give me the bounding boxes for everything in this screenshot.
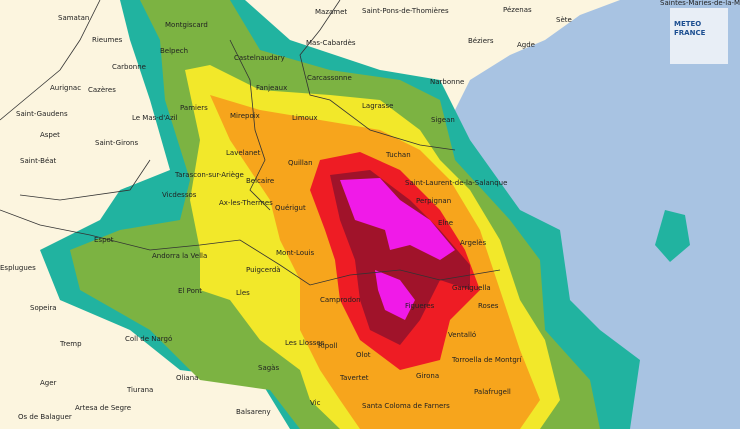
place-label: Pamiers bbox=[180, 104, 208, 112]
place-label: Mont-Louis bbox=[276, 249, 314, 257]
place-label: Ventalló bbox=[448, 331, 476, 339]
place-label: Saint-Laurent-de-la-Salanque bbox=[405, 179, 507, 187]
place-label: Aspet bbox=[40, 131, 60, 139]
logo-line: METEO bbox=[674, 20, 701, 28]
place-label: Belcaire bbox=[246, 177, 274, 185]
place-label: Lagrasse bbox=[362, 102, 393, 110]
place-label: Ager bbox=[40, 379, 57, 387]
border bbox=[299, 0, 456, 151]
borders bbox=[0, 0, 501, 286]
place-label: Puigcerdà bbox=[246, 266, 281, 274]
place-label: Mazamet bbox=[315, 8, 347, 16]
place-label: Ripoll bbox=[318, 342, 337, 350]
place-label: Montgiscard bbox=[165, 21, 208, 29]
border bbox=[19, 159, 151, 201]
place-label: Pézenas bbox=[503, 6, 532, 14]
place-label: Andorra la Vella bbox=[152, 252, 207, 260]
place-label: Palafrugell bbox=[474, 388, 511, 396]
place-label: Mas-Cabardès bbox=[306, 39, 356, 47]
place-label: Lavelanet bbox=[226, 149, 261, 157]
place-label: Les Llosses bbox=[285, 339, 325, 347]
place-label: Tarascon-sur-Ariège bbox=[174, 171, 244, 179]
place-label: Belpech bbox=[160, 47, 188, 55]
place-label: Tuchan bbox=[385, 151, 411, 159]
place-label: Mirepoix bbox=[230, 112, 260, 120]
place-label: Girona bbox=[416, 372, 439, 380]
place-label: Saintes-Maries-de-la-Mer bbox=[660, 0, 740, 7]
place-label: Fanjeaux bbox=[256, 84, 287, 92]
place-label: Sopeira bbox=[30, 304, 57, 312]
place-label: Tremp bbox=[59, 340, 82, 348]
place-label: Santa Coloma de Farners bbox=[362, 402, 450, 410]
echo-teal bbox=[655, 210, 690, 262]
place-label: Roses bbox=[478, 302, 499, 310]
place-label: Os de Balaguer bbox=[18, 413, 72, 421]
place-label: Vicdessos bbox=[162, 191, 197, 199]
place-label: Oliana bbox=[176, 374, 198, 382]
border bbox=[229, 39, 271, 211]
place-label: Saint-Girons bbox=[95, 139, 138, 147]
place-label: Artesa de Segre bbox=[75, 404, 131, 412]
place-label: Elne bbox=[438, 219, 453, 227]
place-label: El Pont bbox=[178, 287, 202, 295]
place-label: Saint-Pons-de-Thomières bbox=[362, 7, 449, 15]
place-label: Saint-Gaudens bbox=[16, 110, 68, 118]
place-label: Garriguella bbox=[452, 284, 491, 292]
place-label: Carcassonne bbox=[307, 74, 352, 82]
place-label: Quillan bbox=[288, 159, 313, 167]
echo-magenta bbox=[375, 270, 415, 320]
place-label: Rieumes bbox=[92, 36, 123, 44]
place-label: Tavertet bbox=[339, 374, 369, 382]
place-label: Cazères bbox=[88, 86, 116, 94]
place-label: Olot bbox=[356, 351, 371, 359]
place-label: Espot bbox=[94, 236, 114, 244]
place-label: Sigean bbox=[431, 116, 455, 124]
place-label: Ax-les-Thermes bbox=[219, 199, 273, 207]
place-label: Samatan bbox=[58, 14, 89, 22]
place-label: Quérigut bbox=[275, 204, 306, 212]
place-label: Esplugues bbox=[0, 264, 36, 272]
place-label: Béziers bbox=[468, 37, 494, 45]
logo-box bbox=[670, 8, 728, 64]
echo-magenta bbox=[340, 178, 455, 260]
place-label: Perpignan bbox=[416, 197, 451, 205]
place-label: Saint-Béat bbox=[20, 157, 57, 165]
place-label: Sète bbox=[556, 16, 572, 24]
place-label: Vic bbox=[310, 399, 321, 407]
place-label: Sagàs bbox=[258, 364, 279, 372]
place-label: Torroella de Montgrí bbox=[451, 356, 523, 364]
place-label: Figueres bbox=[405, 302, 435, 310]
place-label: Narbonne bbox=[430, 78, 464, 86]
place-label: Tiurana bbox=[126, 386, 153, 394]
border bbox=[0, 0, 101, 121]
place-label: Carbonne bbox=[112, 63, 146, 71]
place-label: Castelnaudary bbox=[234, 54, 285, 62]
place-label: Lles bbox=[236, 289, 250, 297]
logo-line: FRANCE bbox=[674, 29, 706, 37]
place-label: Camprodon bbox=[320, 296, 361, 304]
logo: METEO FRANCE bbox=[670, 8, 728, 64]
place-label: Coll de Nargó bbox=[125, 335, 172, 343]
place-label: Limoux bbox=[292, 114, 318, 122]
place-label: Le Mas-d'Azil bbox=[132, 114, 178, 122]
national-border bbox=[0, 209, 501, 286]
place-label: Aurignac bbox=[50, 84, 81, 92]
place-label: Argelès bbox=[460, 239, 487, 247]
place-label: Balsareny bbox=[236, 408, 271, 416]
place-label: Agde bbox=[517, 41, 535, 49]
radar-echoes bbox=[40, 0, 690, 429]
